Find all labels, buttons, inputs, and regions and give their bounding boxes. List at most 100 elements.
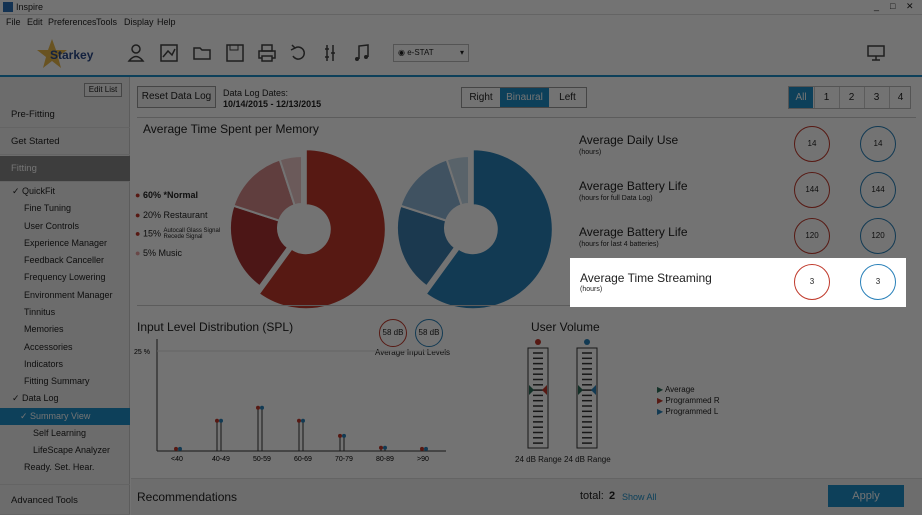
minimize-icon[interactable]: _ — [874, 1, 880, 11]
stat-sub: (hours) — [579, 149, 602, 156]
x-tick-label: 80-89 — [376, 456, 394, 463]
sidebar-item-lifescape-analyzer[interactable]: LifeScape Analyzer — [0, 442, 130, 459]
sidebar-item-label: Memories — [24, 324, 64, 334]
stat-row: Average Daily Use (hours) 14 14 — [579, 126, 909, 172]
bar-left-dot — [383, 445, 387, 450]
programmed-l-marker-icon: ▶ — [657, 407, 664, 416]
sidebar-item-label: Indicators — [24, 359, 64, 369]
x-tick-label: 40-49 — [212, 456, 230, 463]
starkey-logo: Starkey — [36, 38, 96, 70]
toolbar: Starkey ◉ e-STAT ▾ — [0, 30, 922, 77]
print-icon[interactable] — [257, 43, 277, 63]
sidebar-item-data-log[interactable]: ✓ Data Log — [0, 390, 130, 407]
sidebar-item-accessories[interactable]: Accessories — [0, 339, 130, 356]
bar-right-dot — [379, 445, 383, 450]
page-3[interactable]: 3 — [864, 87, 888, 108]
music-icon[interactable] — [352, 43, 372, 63]
logo-text: Starkey — [50, 48, 94, 62]
sidebar-item-label: Fitting Summary — [24, 376, 90, 386]
sidebar-item-label: Fine Tuning — [24, 203, 72, 213]
tab-right[interactable]: Right — [469, 92, 493, 103]
stat-left-value: 120 — [860, 218, 896, 254]
streaming-right-value: 3 — [794, 264, 830, 300]
hearing-aid-icon[interactable] — [320, 43, 340, 63]
tab-left[interactable]: Left — [559, 92, 576, 103]
sidebar-item-ready-set-hear[interactable]: Ready. Set. Hear. — [0, 459, 130, 476]
sidebar-section-prefitting[interactable]: Pre-Fitting — [0, 102, 130, 128]
sidebar-item-label: Summary View — [30, 411, 91, 421]
edit-list-button[interactable]: Edit List — [84, 83, 122, 97]
average-marker-icon: ▶ — [657, 385, 664, 394]
x-tick-label: >90 — [417, 456, 429, 463]
sidebar-item-memories[interactable]: Memories — [0, 321, 130, 338]
streaming-left-value: 3 — [860, 264, 896, 300]
undo-icon[interactable] — [289, 43, 309, 63]
apply-button[interactable]: Apply — [828, 485, 904, 507]
stat-title: Average Battery Life — [579, 179, 688, 193]
sidebar-item-experience-manager[interactable]: Experience Manager — [0, 235, 130, 252]
sidebar-item-quickfit[interactable]: ✓ QuickFit — [0, 183, 130, 200]
page-2[interactable]: 2 — [839, 87, 863, 108]
sidebar-item-label: Self Learning — [33, 428, 87, 438]
sidebar-item-environment-manager[interactable]: Environment Manager — [0, 287, 130, 304]
sidebar-item-indicators[interactable]: Indicators — [0, 356, 130, 373]
menu-display[interactable]: Display — [124, 17, 154, 27]
show-all-link[interactable]: Show All — [622, 492, 657, 502]
page-1[interactable]: 1 — [814, 87, 838, 108]
check-icon: ✓ — [20, 411, 28, 421]
connect-device-icon[interactable] — [866, 43, 886, 63]
divider — [137, 117, 916, 118]
recommendations-title: Recommendations — [137, 490, 238, 504]
check-icon: ✓ — [12, 393, 20, 403]
open-folder-icon[interactable] — [192, 43, 212, 63]
menu-edit[interactable]: Edit — [27, 17, 43, 27]
sidebar-item-fitting-summary[interactable]: Fitting Summary — [0, 373, 130, 390]
menu-file[interactable]: File — [6, 17, 21, 27]
save-icon[interactable] — [225, 43, 245, 63]
menu-help[interactable]: Help — [157, 17, 176, 27]
user-icon[interactable] — [126, 43, 146, 63]
sidebar-item-user-controls[interactable]: User Controls — [0, 218, 130, 235]
total-value: 2 — [609, 490, 616, 502]
sidebar-item-fine-tuning[interactable]: Fine Tuning — [0, 200, 130, 217]
sidebar-item-tinnitus[interactable]: Tinnitus — [0, 304, 130, 321]
sidebar-item-label: QuickFit — [22, 186, 56, 196]
memory-chart-title: Average Time Spent per Memory — [143, 122, 319, 136]
tab-binaural[interactable]: Binaural — [500, 88, 549, 107]
stat-right-value: 144 — [794, 172, 830, 208]
sidebar-item-label: Frequency Lowering — [24, 272, 106, 282]
sidebar-section-getstarted[interactable]: Get Started — [0, 129, 130, 155]
app-icon — [3, 2, 13, 12]
sidebar-item-summary-view[interactable]: ✓ Summary View — [0, 408, 130, 425]
sidebar-item-frequency-lowering[interactable]: Frequency Lowering — [0, 269, 130, 286]
sidebar-item-label: Ready. Set. Hear. — [24, 462, 95, 472]
side-toggle: Right Binaural Left — [461, 87, 587, 108]
page-all[interactable]: All — [789, 87, 813, 108]
sidebar-section-advanced[interactable]: Advanced Tools — [0, 484, 130, 515]
x-tick-label: 70-79 — [335, 456, 353, 463]
reset-data-log-button[interactable]: Reset Data Log — [137, 86, 216, 108]
estat-dropdown[interactable]: ◉ e-STAT ▾ — [393, 44, 469, 62]
menu-tools[interactable]: Tools — [96, 17, 118, 27]
sidebar-item-feedback-canceller[interactable]: Feedback Canceller — [0, 252, 130, 269]
input-level-chart: 75 %50 %25 %<4040-4950-5960-6970-7980-89… — [134, 339, 446, 463]
bar-right-dot — [420, 446, 424, 451]
sidebar-item-label: Tinnitus — [24, 307, 56, 317]
y-tick-label: 25 % — [134, 349, 150, 356]
close-icon[interactable]: ✕ — [906, 1, 914, 11]
page-4[interactable]: 4 — [889, 87, 911, 108]
audiogram-icon[interactable] — [159, 43, 179, 63]
volume-range-left: 24 dB Range — [564, 455, 611, 464]
stat-left-value: 144 — [860, 172, 896, 208]
sidebar: Edit List Pre-Fitting Get Started Fittin… — [0, 77, 130, 515]
stat-row: Average Battery Life (hours for full Data… — [579, 172, 909, 218]
sidebar-item-self-learning[interactable]: Self Learning — [0, 425, 130, 442]
bar-right-dot — [338, 433, 342, 438]
divider — [137, 305, 577, 306]
menu-preferences[interactable]: Preferences — [48, 17, 97, 27]
menu-bar: File Edit Preferences Tools Display Help — [0, 15, 922, 30]
volume-range-right: 24 dB Range — [515, 455, 562, 464]
sidebar-section-fitting[interactable]: Fitting — [0, 156, 130, 182]
data-log-dates-value: 10/14/2015 - 12/13/2015 — [223, 99, 322, 109]
maximize-icon[interactable]: □ — [890, 1, 896, 11]
